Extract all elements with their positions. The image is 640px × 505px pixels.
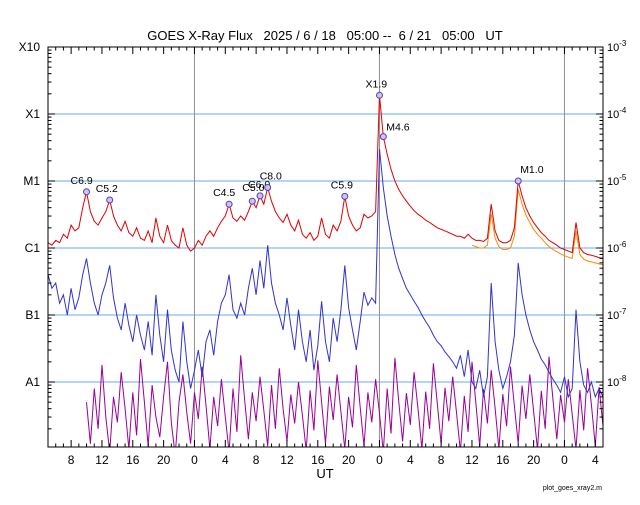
x-tick-label: 8 xyxy=(438,453,445,467)
x-tick-label: 0 xyxy=(376,453,383,467)
x-tick-label: 4 xyxy=(407,453,414,467)
flare-label: X1.9 xyxy=(366,78,388,90)
flare-marker-C4.5 xyxy=(225,200,233,208)
x-tick-label: 20 xyxy=(157,453,171,467)
x-tick-label: 16 xyxy=(126,453,140,467)
flare-label: C6.9 xyxy=(71,175,93,187)
flare-label: C8.0 xyxy=(260,171,282,183)
x-tick-label: 12 xyxy=(465,453,479,467)
flare-label: M4.6 xyxy=(386,122,410,134)
flare-marker-M4.6 xyxy=(379,133,387,141)
flare-marker-X1.9 xyxy=(376,91,383,99)
x-tick-label: 0 xyxy=(561,453,568,467)
series-long-primary xyxy=(48,95,603,259)
flare-marker-C5.2 xyxy=(106,196,114,204)
series-short-secondary xyxy=(86,355,603,447)
flare-label: C5.2 xyxy=(96,183,118,195)
x-tick-label: 8 xyxy=(68,453,75,467)
y-right-label: 10-6 xyxy=(607,240,627,255)
y-right-label: 10-3 xyxy=(607,39,627,54)
x-tick-label: 16 xyxy=(496,453,510,467)
flare-marker-C6.9 xyxy=(83,188,90,196)
series-long-secondary xyxy=(471,189,603,266)
flare-marker-C6.0 xyxy=(256,192,264,200)
y-right-label: 10-5 xyxy=(607,173,627,188)
x-axis-label: UT xyxy=(316,466,333,481)
x-tick-label: 16 xyxy=(311,453,325,467)
flare-marker-M1.0 xyxy=(514,177,522,185)
x-tick-label: 4 xyxy=(222,453,229,467)
y-left-label: B1 xyxy=(25,308,40,322)
x-tick-label: 20 xyxy=(527,453,541,467)
y-right-label: 10-8 xyxy=(607,374,627,389)
y-left-label: X1 xyxy=(25,107,40,121)
flare-marker-C8.0 xyxy=(264,184,272,191)
x-tick-label: 12 xyxy=(280,453,294,467)
x-tick-label: 4 xyxy=(592,453,599,467)
flare-label: C5.9 xyxy=(331,179,353,191)
x-tick-label: 20 xyxy=(342,453,356,467)
y-right-label: 10-7 xyxy=(607,307,627,322)
chart-title: GOES X-Ray Flux 2025 / 6 / 18 05:00 -- 6… xyxy=(147,28,503,43)
flare-label: C4.5 xyxy=(213,187,235,199)
watermark: plot_goes_xray2.m xyxy=(543,485,602,492)
flare-marker-C5.0 xyxy=(248,197,256,205)
x-tick-label: 12 xyxy=(95,453,109,467)
x-tick-label: 0 xyxy=(191,453,198,467)
series-short-primary xyxy=(48,148,603,399)
y-left-label: M1 xyxy=(23,174,40,188)
x-tick-label: 8 xyxy=(253,453,260,467)
y-left-label: X10 xyxy=(19,40,41,54)
flare-label: M1.0 xyxy=(520,164,544,176)
plot-border xyxy=(47,46,604,448)
flare-label: C5.0 xyxy=(242,182,264,194)
flare-marker-C5.9 xyxy=(341,192,349,200)
y-left-label: C1 xyxy=(25,241,41,255)
y-left-label: A1 xyxy=(25,375,40,389)
y-right-label: 10-4 xyxy=(607,106,627,121)
